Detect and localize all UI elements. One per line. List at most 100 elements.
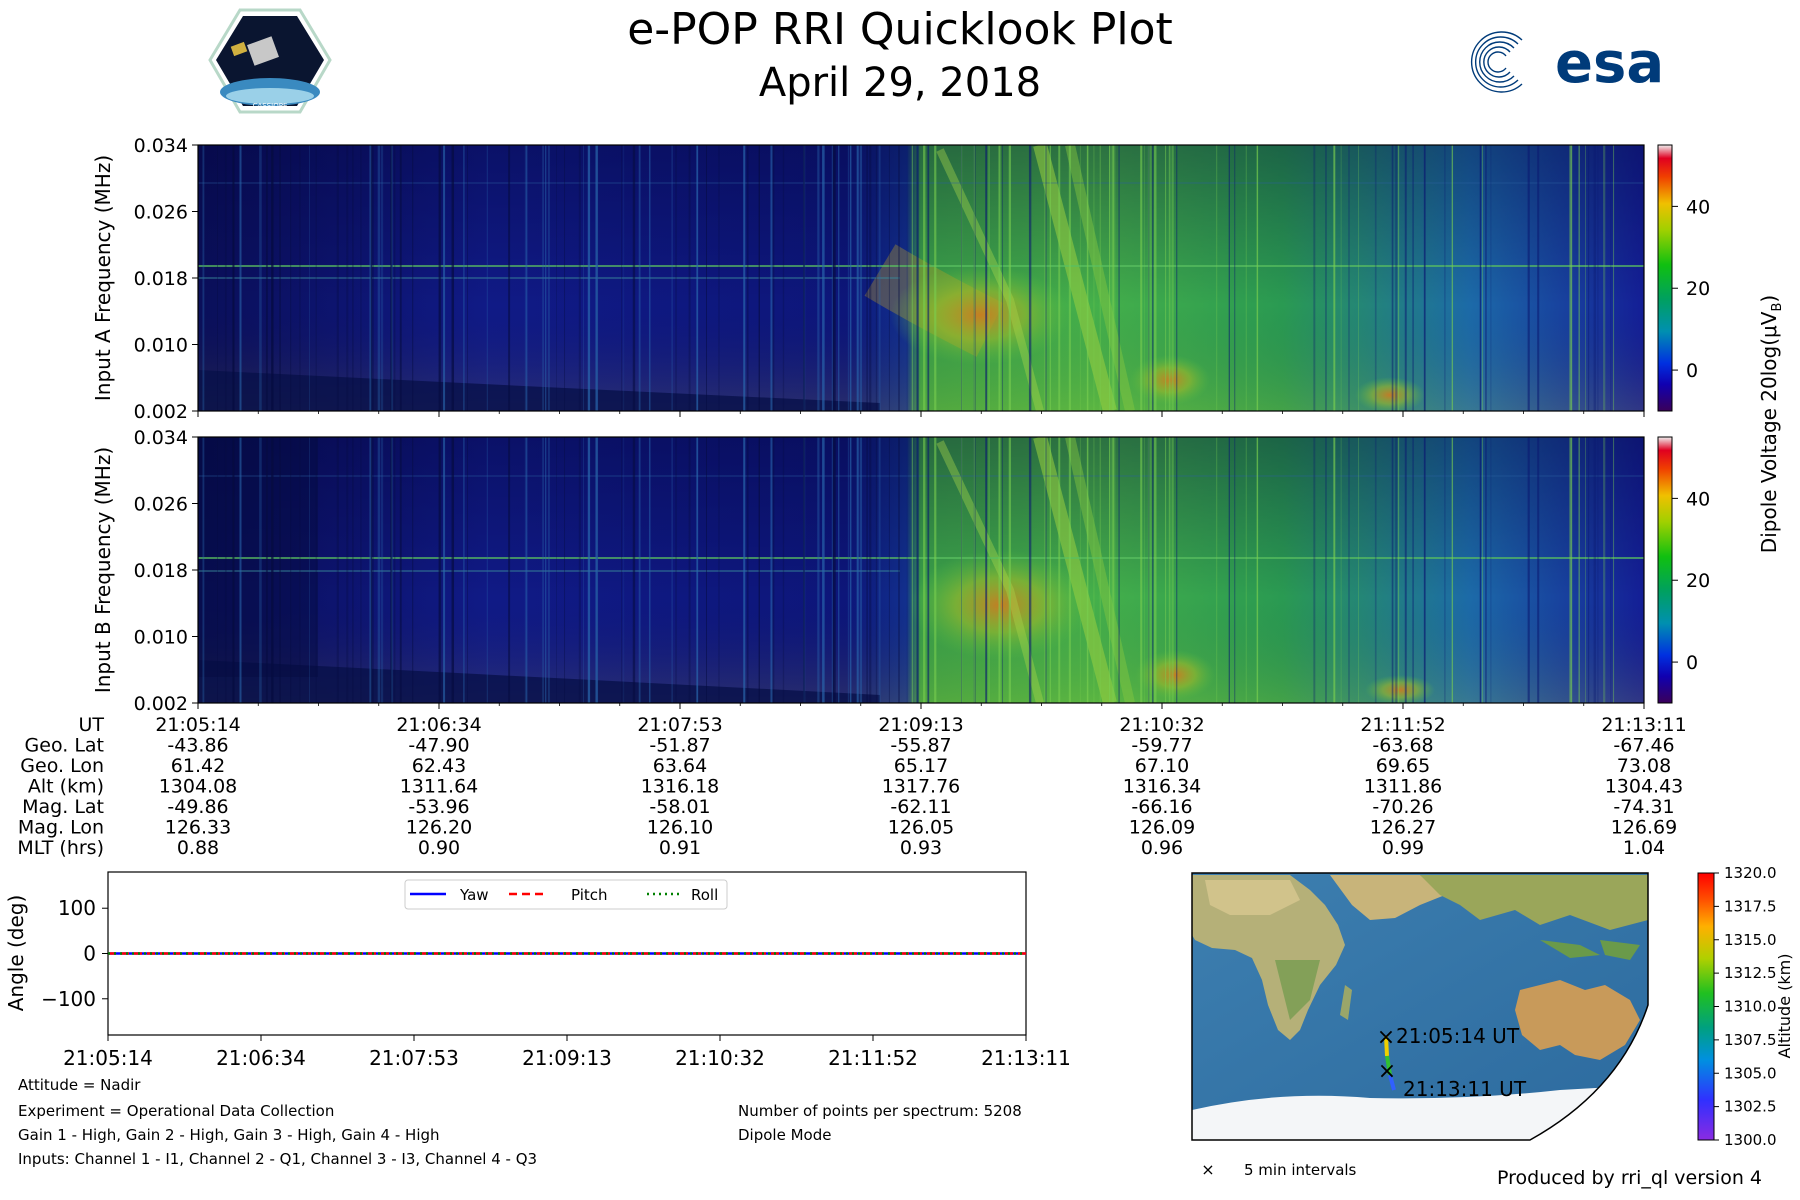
esa-logo: esa (1470, 31, 1664, 96)
altitude-colorbar-tick-label: 1310.0 (1724, 998, 1777, 1016)
ephemeris-row-label: Geo. Lon (20, 755, 104, 777)
ephemeris-cell: -70.26 (1372, 796, 1433, 818)
ground-track-map: × × 21:05:14 UT 21:13:11 UT × 5 min inte… (1191, 872, 1649, 1179)
attitude-xtick-label: 21:09:13 (522, 1046, 612, 1070)
info-mode: Dipole Mode (738, 1126, 831, 1144)
ephemeris-cell: -59.77 (1131, 735, 1192, 757)
ephemeris-cell: -66.16 (1131, 796, 1192, 818)
spectrogram-b: 0.034 0.026 0.018 0.010 0.002 Input B Freque… (91, 427, 1645, 715)
attitude-legend: Yaw Pitch Roll (404, 879, 728, 910)
ephemeris-cell: -55.87 (890, 735, 951, 757)
ephemeris-cell: 21:05:14 (155, 714, 240, 736)
legend-roll: Roll (691, 886, 718, 904)
ephemeris-cell: 0.99 (1382, 837, 1424, 859)
ephemeris-cell: -62.11 (890, 796, 951, 818)
spectrogram-b-ytick-label: 0.010 (134, 627, 188, 649)
ephemeris-cell: 21:10:32 (1119, 714, 1204, 736)
interval-legend-label: 5 min intervals (1244, 1161, 1357, 1179)
spectrogram-b-ytick-label: 0.002 (134, 693, 188, 715)
info-attitude: Attitude = Nadir (18, 1076, 141, 1094)
ephemeris-cell: 1316.34 (1123, 776, 1202, 798)
ephemeris-cell: -58.01 (649, 796, 710, 818)
attitude-xtick-label: 21:06:34 (216, 1046, 306, 1070)
ephemeris-cell: -67.46 (1613, 735, 1674, 757)
track-end-label: 21:13:11 UT (1403, 1077, 1527, 1101)
ephemeris-cell: 1311.64 (400, 776, 479, 798)
altitude-colorbar-tick-label: 1300.0 (1724, 1131, 1777, 1149)
voltage-colorbar-b: 40 20 0 (1657, 436, 1710, 704)
ephemeris-cell: 0.88 (177, 837, 219, 859)
ephemeris-cell: 126.33 (165, 817, 231, 839)
voltage-colorbar-tick-label: 20 (1686, 278, 1710, 300)
ephemeris-cell: 67.10 (1135, 755, 1189, 777)
attitude-ytick-label: 100 (58, 896, 96, 920)
spectrogram-b-ytick-label: 0.018 (134, 560, 188, 582)
ephemeris-cell: 126.27 (1370, 817, 1436, 839)
attitude-xtick-label: 21:11:52 (828, 1046, 918, 1070)
plot-title: e-POP RRI Quicklook Plot (627, 4, 1173, 55)
legend-yaw: Yaw (459, 886, 489, 904)
ephemeris-cell: 0.93 (900, 837, 942, 859)
voltage-colorbar-tick-label: 40 (1686, 196, 1710, 218)
ephemeris-cell: 126.69 (1611, 817, 1677, 839)
ephemeris-cell: 1304.08 (159, 776, 238, 798)
cassiope-logo-text: CASSIOPE (253, 102, 288, 110)
plot-date: April 29, 2018 (759, 60, 1041, 106)
voltage-colorbar-label: Dipole Voltage 20log(μVB) (1757, 295, 1785, 553)
spectrogram-a-ytick-label: 0.002 (134, 401, 188, 423)
ephemeris-cell: 126.10 (647, 817, 713, 839)
ephemeris-row-label: Mag. Lat (22, 796, 104, 818)
ephemeris-cell: 126.20 (406, 817, 472, 839)
ephemeris-cell: 21:13:11 (1601, 714, 1686, 736)
ephemeris-cell: -53.96 (408, 796, 469, 818)
info-inputs: Inputs: Channel 1 - I1, Channel 2 - Q1, … (18, 1150, 537, 1168)
spectrogram-b-ylabel: Input B Frequency (MHz) (91, 447, 115, 693)
ephemeris-cell: 62.43 (412, 755, 466, 777)
info-right: Number of points per spectrum: 5208 Dipo… (738, 1102, 1022, 1144)
ephemeris-row-label: MLT (hrs) (17, 837, 104, 859)
ephemeris-cell: 21:11:52 (1360, 714, 1445, 736)
ground-track-line-2 (1385, 1055, 1392, 1076)
ephemeris-row-label: Geo. Lat (25, 735, 104, 757)
attitude-xtick-label: 21:05:14 (63, 1046, 153, 1070)
ephemeris-cell: 21:06:34 (396, 714, 481, 736)
ephemeris-row-label: UT (78, 714, 104, 736)
ephemeris-cell: 69.65 (1376, 755, 1430, 777)
spectrogram-a-ytick-label: 0.018 (134, 268, 188, 290)
info-gain: Gain 1 - High, Gain 2 - High, Gain 3 - H… (18, 1126, 440, 1144)
ephemeris-cell: 1317.76 (882, 776, 961, 798)
altitude-colorbar-tick-label: 1315.0 (1724, 931, 1777, 949)
map-land-antarctica (1192, 1085, 1648, 1140)
info-experiment: Experiment = Operational Data Collection (18, 1102, 334, 1120)
altitude-colorbar-tick-label: 1305.0 (1724, 1064, 1777, 1082)
attitude-xtick-label: 21:10:32 (675, 1046, 765, 1070)
ephemeris-cell: -51.87 (649, 735, 710, 757)
altitude-colorbar-label: Altitude (km) (1775, 954, 1794, 1059)
ephemeris-cell: 1316.18 (641, 776, 720, 798)
spectrogram-a-ytick-label: 0.026 (134, 202, 188, 224)
ground-track-line-3 (1388, 1074, 1396, 1091)
voltage-colorbar-tick-label: 20 (1686, 570, 1710, 592)
interval-legend-marker: × (1201, 1160, 1214, 1179)
esa-logo-text: esa (1555, 31, 1664, 96)
altitude-colorbar: 1320.0 1317.5 1315.0 1312.5 1310.0 1307.5 1305… (1697, 864, 1794, 1149)
ephemeris-cell: 1311.86 (1364, 776, 1443, 798)
ephemeris-cell: 73.08 (1617, 755, 1671, 777)
ephemeris-table: UT 21:05:14 21:06:34 21:07:53 21:09:13 21:10:… (17, 714, 1686, 859)
track-mid-marker: × (1378, 1059, 1396, 1084)
attitude-xtick-label: 21:07:53 (369, 1046, 459, 1070)
voltage-colorbar-tick-label: 0 (1686, 360, 1698, 382)
altitude-colorbar-tick-label: 1312.5 (1724, 964, 1777, 982)
ephemeris-cell: -49.86 (167, 796, 228, 818)
ephemeris-cell: -74.31 (1613, 796, 1674, 818)
spectrogram-b-ytick-label: 0.034 (134, 427, 188, 449)
voltage-colorbar-tick-label: 40 (1686, 488, 1710, 510)
altitude-colorbar-tick-label: 1320.0 (1724, 864, 1777, 882)
ephemeris-cell: -47.90 (408, 735, 469, 757)
ephemeris-cell: 126.09 (1129, 817, 1195, 839)
attitude-ytick-label: 0 (83, 942, 96, 966)
spectrogram-b-ytick-label: 0.026 (134, 494, 188, 516)
map-land-australia (1515, 980, 1640, 1060)
ephemeris-row-label: Alt (km) (28, 776, 104, 798)
